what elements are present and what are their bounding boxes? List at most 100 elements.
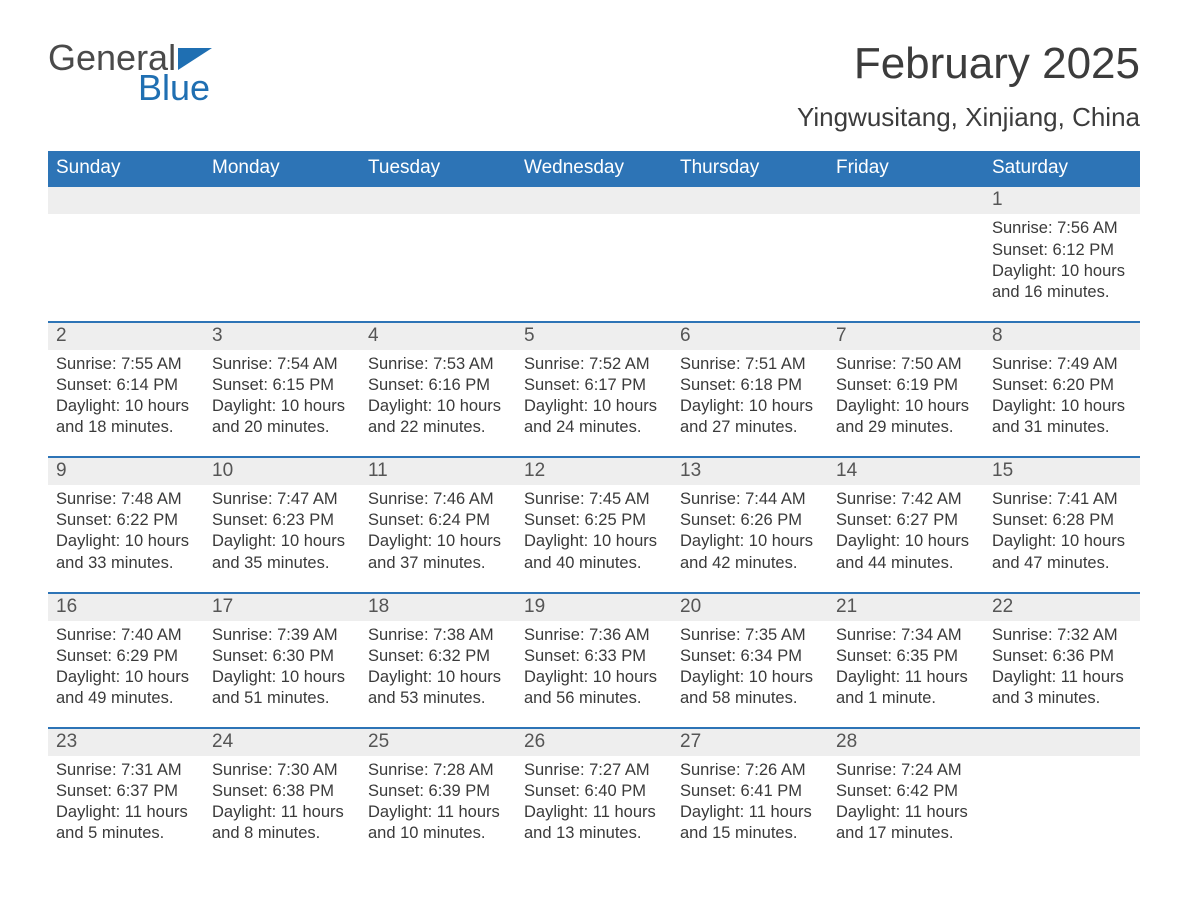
logo-word-2: Blue [138,67,210,108]
sunset-text: Sunset: 6:14 PM [56,375,196,396]
day-cell: Sunrise: 7:31 AMSunset: 6:37 PMDaylight:… [48,756,204,862]
sunset-text: Sunset: 6:39 PM [368,781,508,802]
day-number: 21 [828,594,984,621]
weekday-label: Thursday [672,151,828,187]
day-number [204,187,360,214]
day-cell: Sunrise: 7:39 AMSunset: 6:30 PMDaylight:… [204,621,360,727]
sunrise-text: Sunrise: 7:38 AM [368,625,508,646]
day-number: 14 [828,458,984,485]
day2-text: and 16 minutes. [992,282,1132,303]
day-cell: Sunrise: 7:24 AMSunset: 6:42 PMDaylight:… [828,756,984,862]
generalblue-logo: General Blue [48,40,212,106]
day-cell: Sunrise: 7:34 AMSunset: 6:35 PMDaylight:… [828,621,984,727]
day-cell: Sunrise: 7:27 AMSunset: 6:40 PMDaylight:… [516,756,672,862]
day1-text: Daylight: 10 hours [212,531,352,552]
day-cell: Sunrise: 7:52 AMSunset: 6:17 PMDaylight:… [516,350,672,456]
weekday-header: Sunday Monday Tuesday Wednesday Thursday… [48,151,1140,187]
day2-text: and 40 minutes. [524,553,664,574]
day-cell [48,214,204,236]
day-number [984,729,1140,756]
day-cell [984,756,1140,778]
weekday-label: Tuesday [360,151,516,187]
day-number [828,187,984,214]
day1-text: Daylight: 11 hours [524,802,664,823]
sunrise-text: Sunrise: 7:47 AM [212,489,352,510]
sunrise-text: Sunrise: 7:41 AM [992,489,1132,510]
day1-text: Daylight: 11 hours [680,802,820,823]
weekday-label: Sunday [48,151,204,187]
day-cell: Sunrise: 7:32 AMSunset: 6:36 PMDaylight:… [984,621,1140,727]
day2-text: and 15 minutes. [680,823,820,844]
day-number [672,187,828,214]
week-row: 16171819202122Sunrise: 7:40 AMSunset: 6:… [48,592,1140,727]
day-cell: Sunrise: 7:28 AMSunset: 6:39 PMDaylight:… [360,756,516,862]
day2-text: and 22 minutes. [368,417,508,438]
sunset-text: Sunset: 6:29 PM [56,646,196,667]
day2-text: and 44 minutes. [836,553,976,574]
day-number: 25 [360,729,516,756]
sunset-text: Sunset: 6:25 PM [524,510,664,531]
day-cell: Sunrise: 7:42 AMSunset: 6:27 PMDaylight:… [828,485,984,591]
sunrise-text: Sunrise: 7:30 AM [212,760,352,781]
sunrise-text: Sunrise: 7:45 AM [524,489,664,510]
day2-text: and 20 minutes. [212,417,352,438]
sunrise-text: Sunrise: 7:40 AM [56,625,196,646]
day1-text: Daylight: 10 hours [524,531,664,552]
logo-text: General Blue [48,40,212,106]
weekday-label: Friday [828,151,984,187]
sunset-text: Sunset: 6:37 PM [56,781,196,802]
day-cell: Sunrise: 7:46 AMSunset: 6:24 PMDaylight:… [360,485,516,591]
sunrise-text: Sunrise: 7:35 AM [680,625,820,646]
day2-text: and 37 minutes. [368,553,508,574]
day-number: 3 [204,323,360,350]
day-cell: Sunrise: 7:45 AMSunset: 6:25 PMDaylight:… [516,485,672,591]
sunset-text: Sunset: 6:12 PM [992,240,1132,261]
sunrise-text: Sunrise: 7:51 AM [680,354,820,375]
sunset-text: Sunset: 6:19 PM [836,375,976,396]
sunrise-text: Sunrise: 7:34 AM [836,625,976,646]
day1-text: Daylight: 10 hours [680,531,820,552]
day-cell: Sunrise: 7:48 AMSunset: 6:22 PMDaylight:… [48,485,204,591]
day2-text: and 49 minutes. [56,688,196,709]
sunset-text: Sunset: 6:38 PM [212,781,352,802]
day2-text: and 51 minutes. [212,688,352,709]
day2-text: and 3 minutes. [992,688,1132,709]
day-cell [204,214,360,236]
day-cell: Sunrise: 7:47 AMSunset: 6:23 PMDaylight:… [204,485,360,591]
page-subtitle: Yingwusitang, Xinjiang, China [797,102,1140,133]
sunrise-text: Sunrise: 7:48 AM [56,489,196,510]
sunset-text: Sunset: 6:42 PM [836,781,976,802]
sunset-text: Sunset: 6:20 PM [992,375,1132,396]
day-cell [516,214,672,236]
day2-text: and 24 minutes. [524,417,664,438]
day-cell [672,214,828,236]
sunrise-text: Sunrise: 7:36 AM [524,625,664,646]
day2-text: and 5 minutes. [56,823,196,844]
day-cell: Sunrise: 7:54 AMSunset: 6:15 PMDaylight:… [204,350,360,456]
day1-text: Daylight: 10 hours [680,396,820,417]
day-number: 22 [984,594,1140,621]
day1-text: Daylight: 10 hours [212,667,352,688]
day-number: 6 [672,323,828,350]
day1-text: Daylight: 10 hours [992,396,1132,417]
sunrise-text: Sunrise: 7:56 AM [992,218,1132,239]
daynum-row: 16171819202122 [48,594,1140,621]
day-number: 20 [672,594,828,621]
day2-text: and 56 minutes. [524,688,664,709]
day-cell: Sunrise: 7:51 AMSunset: 6:18 PMDaylight:… [672,350,828,456]
day-cell: Sunrise: 7:53 AMSunset: 6:16 PMDaylight:… [360,350,516,456]
sunset-text: Sunset: 6:16 PM [368,375,508,396]
week-row: 232425262728Sunrise: 7:31 AMSunset: 6:37… [48,727,1140,862]
day1-text: Daylight: 10 hours [680,667,820,688]
day-cell: Sunrise: 7:35 AMSunset: 6:34 PMDaylight:… [672,621,828,727]
day2-text: and 31 minutes. [992,417,1132,438]
sunset-text: Sunset: 6:41 PM [680,781,820,802]
sunset-text: Sunset: 6:34 PM [680,646,820,667]
day1-text: Daylight: 10 hours [992,531,1132,552]
day1-text: Daylight: 10 hours [368,667,508,688]
day-number: 19 [516,594,672,621]
day1-text: Daylight: 11 hours [368,802,508,823]
day-cell: Sunrise: 7:50 AMSunset: 6:19 PMDaylight:… [828,350,984,456]
sunrise-text: Sunrise: 7:42 AM [836,489,976,510]
day2-text: and 42 minutes. [680,553,820,574]
